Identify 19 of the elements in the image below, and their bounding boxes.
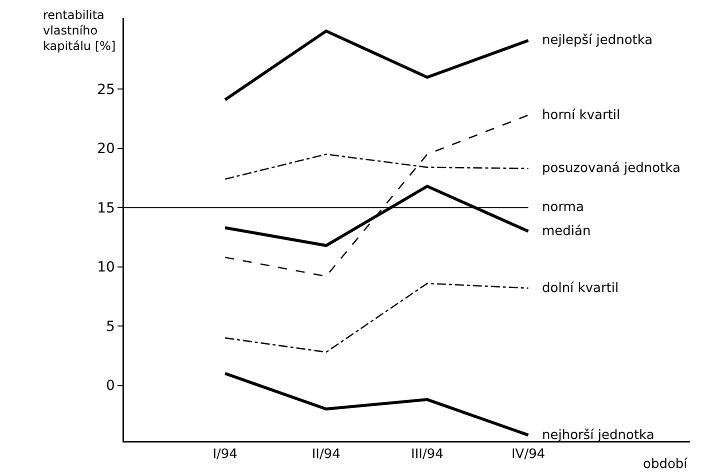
- y-tick-label: 20: [97, 141, 115, 158]
- y-tick-label: 10: [97, 260, 115, 276]
- x-tick-label: I/94: [212, 446, 238, 462]
- series-label: posuzovaná jednotka: [542, 161, 680, 176]
- y-tick-label: 15: [97, 200, 115, 216]
- x-tick-label: IV/94: [511, 446, 546, 462]
- series-label: dolní kvartil: [542, 281, 619, 296]
- y-tick-label: 0: [106, 378, 115, 394]
- series-label: horní kvartil: [542, 108, 620, 123]
- x-tick-label: III/94: [410, 446, 444, 462]
- ref-line-label: norma: [542, 200, 584, 215]
- text: období: [643, 457, 688, 472]
- y-tick-label: 5: [106, 318, 115, 335]
- series-label: nejlepší jednotka: [542, 33, 653, 48]
- y-axis-title: rentabilita vlastního kapitálu [%]: [43, 8, 116, 54]
- series-label: nejhorší jednotka: [542, 428, 654, 443]
- x-tick-label: II/94: [312, 446, 340, 462]
- y-tick-label: 25: [97, 82, 115, 98]
- series-label: medián: [542, 224, 591, 239]
